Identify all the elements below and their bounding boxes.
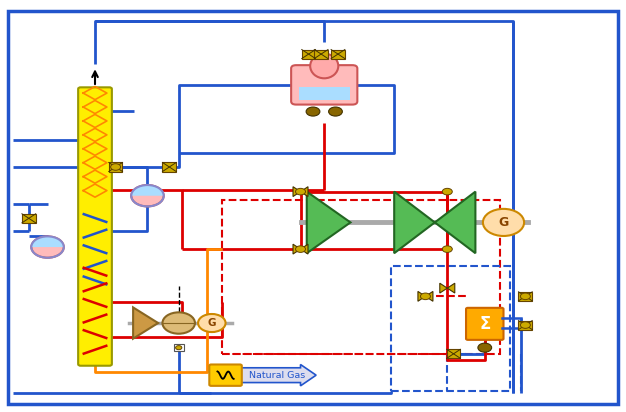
Polygon shape (418, 291, 426, 301)
Bar (299, 87, 350, 100)
Circle shape (163, 312, 195, 334)
Polygon shape (133, 307, 158, 339)
Bar (222, 200, 500, 354)
Circle shape (175, 346, 182, 350)
Circle shape (198, 314, 225, 332)
Polygon shape (300, 244, 308, 254)
Bar (163, 162, 176, 171)
Polygon shape (448, 283, 454, 293)
Ellipse shape (310, 54, 338, 78)
FancyBboxPatch shape (209, 365, 242, 386)
Circle shape (329, 107, 342, 116)
Polygon shape (293, 187, 300, 197)
Wedge shape (31, 236, 64, 247)
Circle shape (520, 322, 530, 328)
Circle shape (131, 185, 164, 206)
Text: Σ: Σ (479, 315, 490, 333)
Bar (391, 266, 510, 391)
Circle shape (520, 293, 530, 300)
Circle shape (295, 246, 305, 253)
Bar (518, 321, 532, 330)
FancyBboxPatch shape (78, 87, 112, 366)
Bar (22, 214, 36, 223)
Circle shape (443, 246, 453, 253)
Text: Natural Gas: Natural Gas (249, 371, 305, 380)
Bar (331, 49, 345, 59)
Polygon shape (241, 365, 316, 386)
Polygon shape (440, 283, 448, 293)
Circle shape (443, 188, 453, 195)
Polygon shape (394, 192, 435, 253)
Circle shape (483, 209, 524, 236)
Bar (447, 349, 460, 358)
Circle shape (306, 107, 320, 116)
Text: G: G (208, 318, 216, 328)
Text: G: G (498, 216, 509, 229)
FancyBboxPatch shape (291, 65, 357, 105)
Wedge shape (131, 185, 164, 196)
Polygon shape (300, 187, 308, 197)
Bar (518, 292, 532, 301)
Bar (314, 49, 328, 59)
Circle shape (478, 343, 491, 352)
Circle shape (421, 293, 431, 300)
Circle shape (295, 188, 305, 195)
Polygon shape (426, 291, 433, 301)
Polygon shape (293, 244, 300, 254)
Bar (109, 162, 123, 171)
Circle shape (111, 164, 121, 170)
Bar (173, 344, 183, 351)
FancyBboxPatch shape (466, 308, 503, 340)
Bar (302, 49, 316, 59)
Polygon shape (307, 192, 351, 253)
Circle shape (31, 236, 64, 258)
Polygon shape (435, 192, 475, 253)
